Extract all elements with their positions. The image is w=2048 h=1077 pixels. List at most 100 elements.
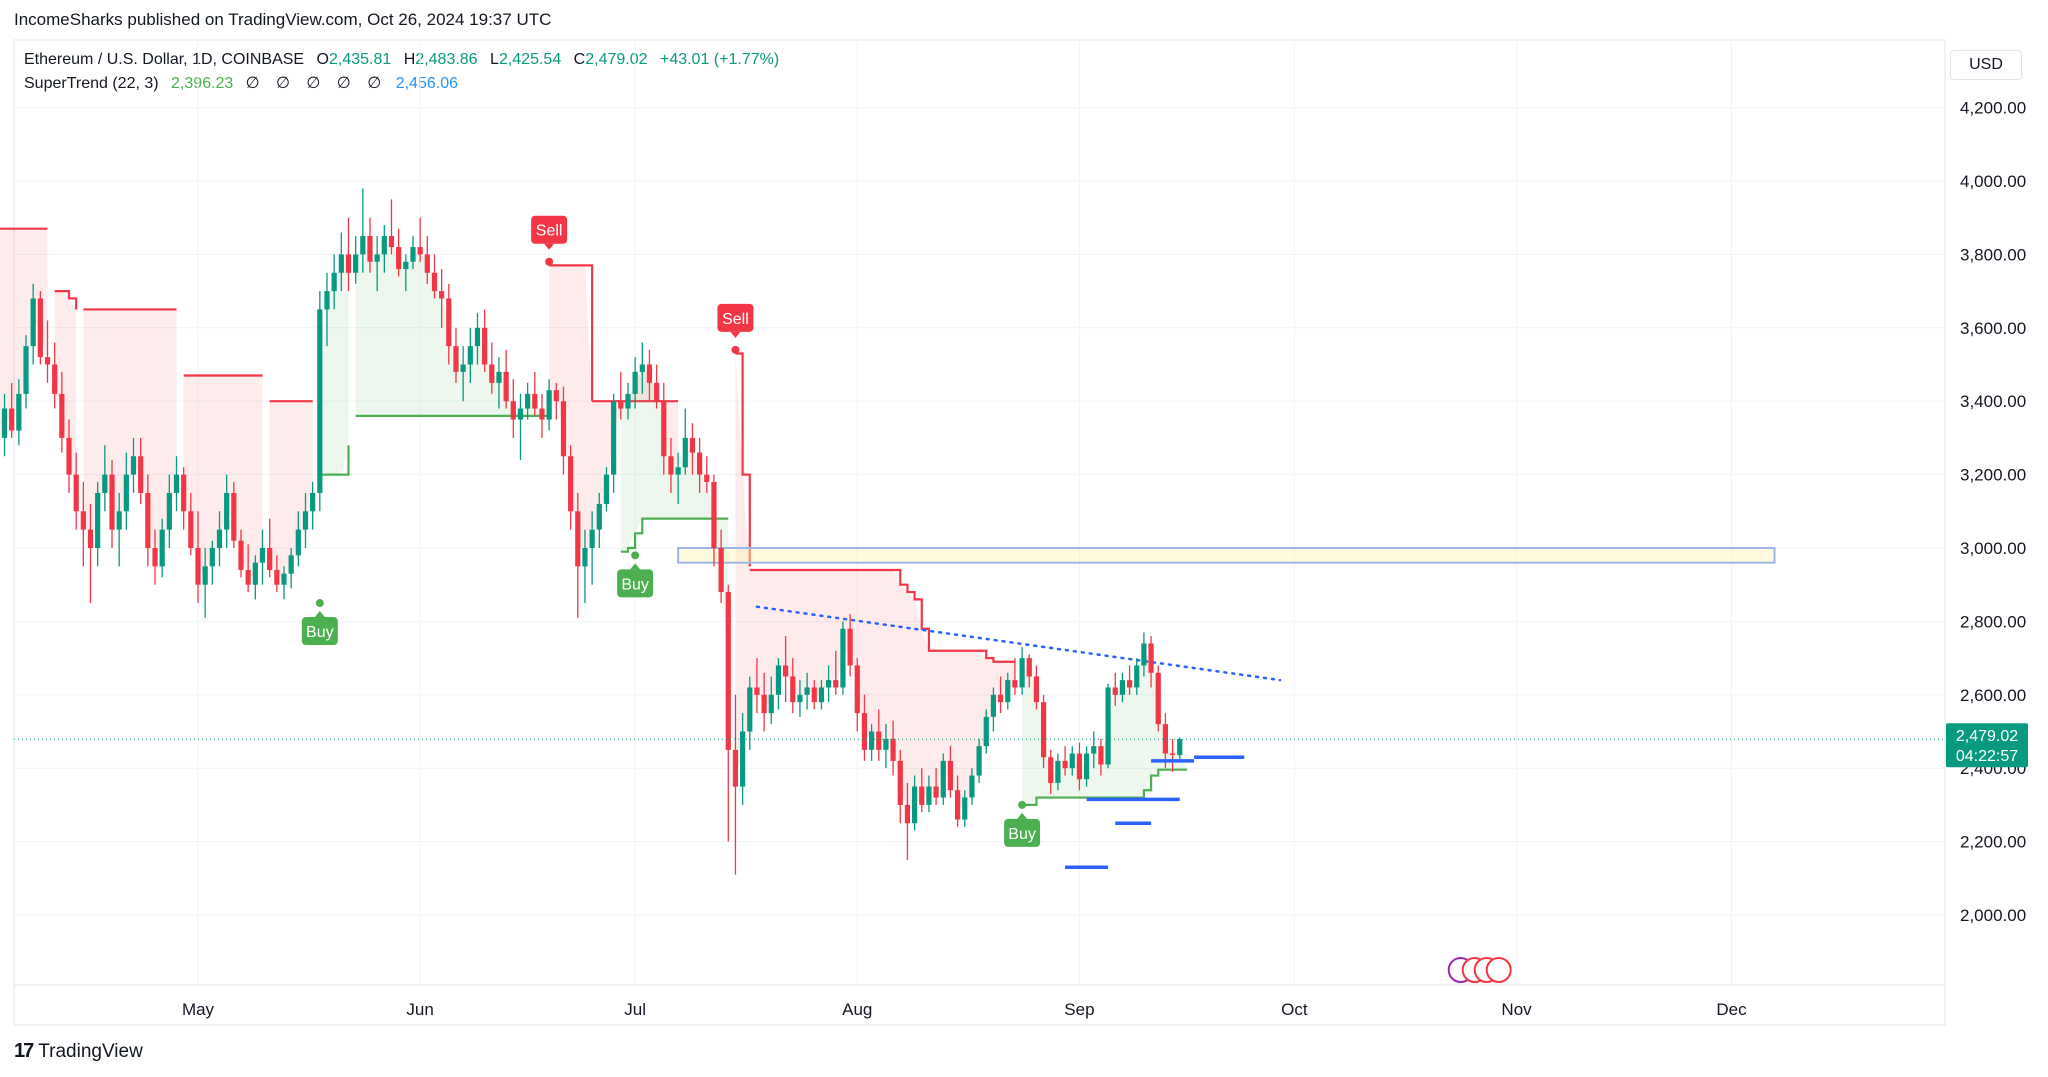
candle-body [790, 676, 796, 703]
signal-badge [301, 617, 338, 646]
candle-body [517, 408, 524, 420]
candle-body [238, 540, 244, 571]
candle-body [431, 272, 438, 292]
resistance-zone [677, 547, 1776, 564]
candle-body [1126, 680, 1133, 688]
candle-body [353, 254, 359, 273]
y-tick-label: 3,400.00 [1960, 392, 2026, 411]
candle-body [546, 390, 552, 420]
candle-body [761, 694, 767, 714]
candle-body [926, 786, 932, 805]
supertrend-line [1022, 768, 1187, 806]
signal-pointer [544, 243, 555, 250]
candle-body [883, 738, 889, 750]
indicator-title[interactable]: SuperTrend (22, 3) [24, 75, 159, 92]
candle-body [954, 790, 961, 820]
candle-body [997, 694, 1004, 703]
supertrend-fill [269, 401, 313, 580]
candle-body [216, 529, 223, 548]
x-tick-label: May [182, 1000, 215, 1019]
candle-body [854, 665, 860, 714]
candle-body [1148, 643, 1154, 673]
candle-body [324, 291, 330, 310]
candle-body [188, 511, 194, 548]
signal-label: Buy [621, 576, 649, 593]
high-value: 2,483.86 [415, 51, 478, 68]
signal-pointer [630, 563, 641, 570]
candle-body [589, 529, 595, 548]
candle-body [123, 474, 129, 512]
candle-body [252, 562, 258, 585]
candle-body [281, 573, 287, 585]
candle-body [116, 511, 122, 530]
candle-body [754, 687, 760, 695]
candle-body [797, 694, 803, 703]
signal-label: Sell [536, 223, 563, 240]
candle-body [482, 327, 488, 365]
candle-body [826, 680, 832, 688]
candle-body [1005, 680, 1011, 703]
y-tick-label: 2,200.00 [1960, 833, 2026, 852]
candle-body [890, 738, 896, 761]
candle-body [969, 775, 975, 798]
candle-body [489, 364, 495, 383]
signal-label: Buy [306, 624, 334, 641]
candle-body [682, 437, 688, 468]
candle-body [453, 346, 459, 372]
candle-body [740, 731, 746, 787]
candle-body [66, 437, 72, 475]
candle-body [804, 687, 810, 695]
candle-body [345, 254, 352, 273]
signal-badge [617, 569, 654, 598]
candle-body [876, 731, 882, 750]
candle-body [1026, 658, 1032, 677]
candle-body [130, 456, 137, 475]
candle-body [532, 393, 538, 409]
candle-body [259, 548, 266, 563]
candle-body [331, 272, 337, 292]
candle-body [596, 503, 602, 530]
candle-body [976, 746, 982, 776]
supertrend-line [735, 352, 751, 567]
candle-body [983, 716, 989, 747]
candle-body [95, 492, 101, 548]
candle-body [195, 548, 201, 585]
supertrend-line [620, 517, 729, 553]
symbol-title[interactable]: Ethereum / U.S. Dollar, 1D, COINBASE [24, 51, 305, 68]
signal-dot [731, 345, 740, 354]
candle-body [52, 364, 58, 394]
candle-body [37, 298, 43, 358]
candle-body [732, 749, 739, 787]
candle-body [381, 236, 387, 255]
candle-body [1119, 680, 1126, 695]
x-tick-label: Nov [1501, 1000, 1532, 1019]
supertrend-line [54, 290, 78, 310]
candle-body [109, 474, 115, 530]
candle-body [288, 555, 294, 574]
candle-body [697, 452, 703, 475]
candle-body [747, 687, 753, 732]
candle-body [460, 364, 466, 372]
candle-body [625, 393, 631, 409]
candle-body [80, 511, 86, 530]
candle-body [496, 371, 502, 383]
candle-body [16, 393, 22, 431]
signal-badge [1004, 818, 1041, 847]
candle-body [639, 364, 645, 372]
candle-body [833, 680, 839, 688]
candle-body [654, 382, 660, 402]
candle-body [202, 566, 208, 585]
candle-body [166, 492, 172, 530]
candle-body [474, 327, 481, 347]
candle-body [138, 456, 144, 493]
candle-body [711, 481, 717, 548]
y-tick-label: 3,800.00 [1960, 245, 2026, 264]
candle-body [510, 401, 516, 420]
candle-body [718, 548, 724, 593]
candle-body [302, 511, 309, 530]
candle-body [962, 797, 968, 820]
candle-body [317, 309, 323, 493]
currency-button[interactable]: USD [1950, 50, 2022, 80]
supertrend-fill [355, 241, 550, 416]
